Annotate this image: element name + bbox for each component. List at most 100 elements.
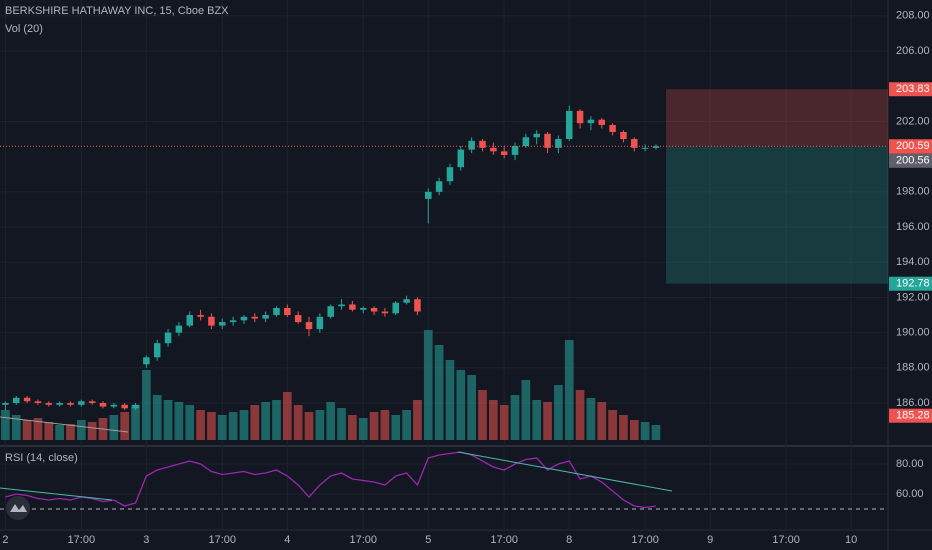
last-price-label-bg	[889, 139, 932, 154]
candle-body	[631, 139, 638, 148]
candle-body	[533, 133, 540, 138]
volume-price-label-bg	[889, 408, 932, 423]
stop-zone	[666, 146, 888, 284]
volume-bar	[608, 410, 617, 440]
volume-bar	[586, 398, 596, 440]
candle-body	[544, 133, 551, 148]
trend-line	[0, 487, 113, 501]
y-tick-label: 194.00	[896, 256, 930, 268]
volume-bar	[380, 410, 390, 440]
candle-body	[164, 332, 172, 344]
candle-body	[490, 147, 497, 152]
candle-body	[143, 357, 150, 365]
candle-body	[555, 139, 562, 148]
candle-body	[446, 167, 454, 182]
volume-bar	[597, 402, 607, 440]
candle-body	[576, 110, 584, 124]
volume-bar	[619, 415, 628, 440]
volume-label: Vol (20)	[5, 23, 43, 35]
volume-bar	[44, 422, 54, 440]
volume-bar	[413, 400, 422, 440]
candle-body	[23, 397, 31, 402]
target-label: 203.83	[896, 83, 930, 95]
candle-body	[327, 306, 334, 317]
volume-bar	[543, 402, 552, 440]
x-tick-label: 17:00	[209, 534, 237, 546]
candle-body	[13, 397, 20, 404]
volume-bar	[174, 402, 184, 440]
volume-price-label: 185.28	[896, 410, 930, 422]
x-tick-label: 4	[284, 534, 290, 546]
x-tick-label: 2	[2, 534, 8, 546]
volume-bar	[185, 405, 195, 440]
volume-bar	[499, 405, 509, 440]
volume-bar	[402, 410, 411, 440]
trend-line	[0, 416, 129, 433]
candle-body	[34, 401, 42, 404]
volume-bar	[532, 400, 542, 440]
volume-bar	[11, 415, 21, 440]
candle-body	[349, 304, 356, 310]
candle-body	[99, 403, 107, 407]
candle-body	[565, 110, 573, 140]
x-tick-label: 17:00	[349, 534, 377, 546]
volume-bar	[250, 405, 260, 440]
volume-bar	[228, 412, 238, 440]
volume-bar	[272, 400, 281, 440]
volume-bar	[445, 360, 455, 440]
x-tick-label: 3	[143, 534, 149, 546]
candle-body	[522, 137, 530, 147]
volume-bar	[315, 410, 325, 440]
y-tick-label: 196.00	[896, 221, 930, 233]
candle-body	[219, 322, 226, 326]
target-label-bg	[889, 82, 932, 97]
y-tick-label: 186.00	[896, 397, 930, 409]
y-tick-label: 198.00	[896, 186, 930, 198]
candle-body	[2, 403, 9, 405]
volume-bar	[76, 420, 86, 440]
stop-label: 192.78	[896, 278, 930, 290]
candle-body	[381, 311, 389, 314]
candle-body	[208, 316, 215, 326]
chart-title: BERKSHIRE HATHAWAY INC, 15, Cboe BZX	[5, 5, 229, 17]
candle-body	[598, 119, 606, 125]
candle-body	[414, 299, 421, 312]
trend-line	[457, 451, 673, 492]
candle-body	[251, 316, 259, 319]
volume-bar	[33, 418, 43, 440]
volume-bar	[521, 380, 531, 440]
volume-bar	[109, 415, 119, 440]
candle-body	[175, 325, 183, 333]
y-tick-label: 190.00	[896, 327, 930, 339]
candle-body	[305, 322, 313, 330]
y-tick-label: 206.00	[896, 45, 930, 57]
volume-bar	[261, 402, 270, 440]
logo[interactable]	[6, 496, 30, 520]
rsi-label: RSI (14, close)	[5, 452, 78, 464]
candle-body	[197, 315, 204, 317]
profit-zone	[666, 89, 888, 147]
volume-bar	[369, 412, 379, 440]
candle-body	[479, 140, 486, 148]
last-price-label: 200.59	[896, 140, 930, 152]
volume-bar	[434, 345, 444, 440]
candle-body	[132, 404, 139, 409]
candle-body	[338, 304, 345, 307]
volume-bar	[651, 425, 661, 440]
volume-bar	[120, 412, 130, 440]
volume-bar	[326, 402, 336, 440]
candle-body	[240, 316, 248, 321]
candle-body	[56, 403, 63, 405]
x-tick-label: 10	[845, 534, 857, 546]
volume-bar	[348, 415, 357, 440]
x-tick-label: 5	[425, 534, 431, 546]
volume-bar	[358, 418, 368, 440]
candle-body	[153, 343, 161, 358]
candle-body	[359, 308, 367, 310]
volume-bar	[293, 405, 303, 440]
candle-body	[294, 315, 302, 323]
volume-bar	[629, 420, 639, 440]
x-tick-label: 9	[707, 534, 713, 546]
y-tick-label: 192.00	[896, 291, 930, 303]
